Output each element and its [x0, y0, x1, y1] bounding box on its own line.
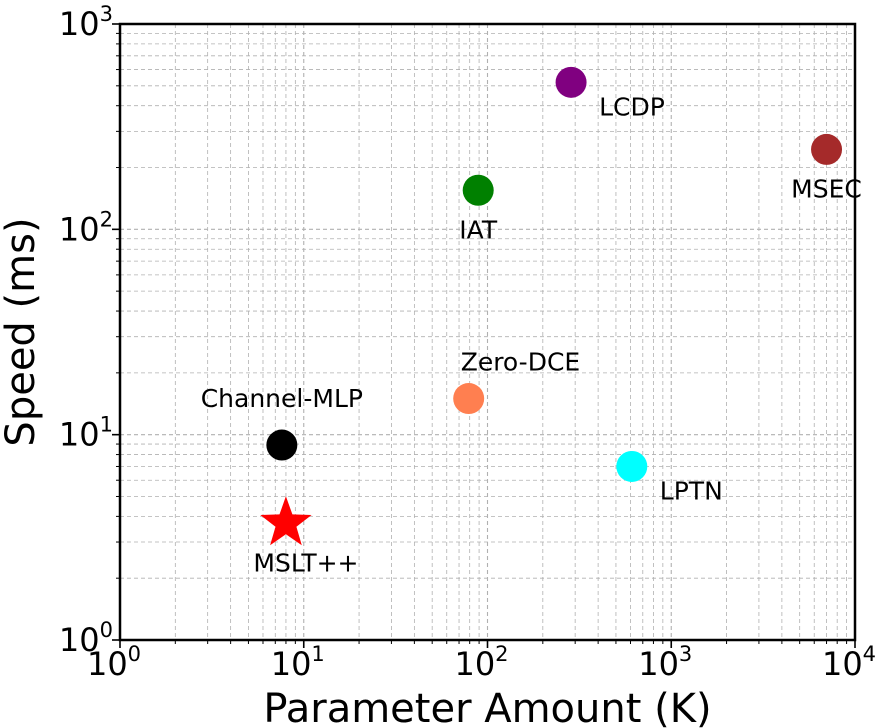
point-channel-mlp-marker — [266, 429, 298, 461]
x-axis-title: Parameter Amount (K) — [263, 686, 711, 728]
point-label-lptn: LPTN — [660, 476, 723, 505]
y-tick-label: 100 — [59, 618, 113, 659]
y-tick-label: 102 — [59, 207, 113, 248]
point-lcdp-marker — [555, 66, 587, 98]
point-mslt-star-marker — [260, 496, 312, 546]
axis-ticks: 100 101 102 103 104 100 101 102 103 — [59, 2, 876, 683]
x-tick-label: 104 — [822, 642, 876, 683]
x-tick-label: 101 — [271, 642, 325, 683]
y-axis-title: Speed (ms) — [0, 217, 44, 446]
grid — [120, 24, 855, 640]
point-iat-marker — [462, 174, 494, 206]
point-labels: MSLT++ Channel-MLP Zero-DCE LPTN IAT LCDP MSEC — [201, 92, 862, 577]
data-points — [260, 66, 843, 546]
point-lptn-marker — [616, 450, 648, 482]
point-label-channel-mlp: Channel-MLP — [201, 384, 363, 413]
point-label-lcdp: LCDP — [599, 92, 665, 121]
x-tick-label: 100 — [87, 642, 141, 683]
y-tick-label: 103 — [59, 2, 113, 43]
point-zero-dce-marker — [453, 383, 485, 415]
point-label-iat: IAT — [459, 215, 498, 244]
point-msec-marker — [811, 133, 843, 165]
x-tick-label: 103 — [638, 642, 692, 683]
point-label-msec: MSEC — [791, 174, 862, 203]
point-label-zero-dce: Zero-DCE — [461, 348, 581, 377]
x-tick-label: 102 — [454, 642, 508, 683]
y-tick-label: 101 — [59, 413, 113, 454]
point-label-mslt: MSLT++ — [253, 548, 358, 577]
